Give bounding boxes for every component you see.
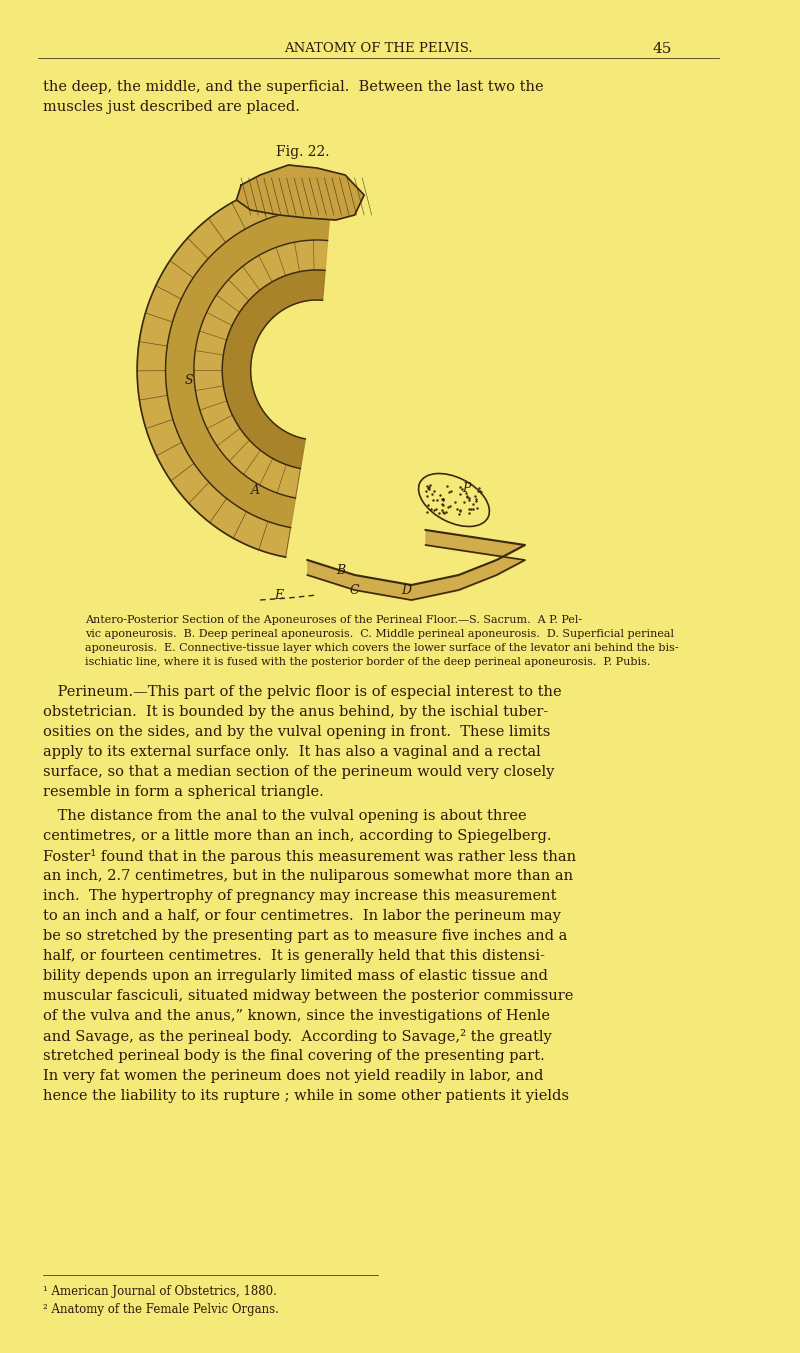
- Text: In very fat women the perineum does not yield readily in labor, and: In very fat women the perineum does not …: [42, 1069, 543, 1082]
- Text: muscles just described are placed.: muscles just described are placed.: [42, 100, 299, 114]
- Text: obstetrician.  It is bounded by the anus behind, by the ischial tuber-: obstetrician. It is bounded by the anus …: [42, 705, 548, 718]
- Text: P: P: [462, 482, 470, 494]
- Text: S: S: [185, 373, 194, 387]
- Text: 45: 45: [652, 42, 672, 55]
- Text: bility depends upon an irregularly limited mass of elastic tissue and: bility depends upon an irregularly limit…: [42, 969, 547, 984]
- Text: stretched perineal body is the final covering of the presenting part.: stretched perineal body is the final cov…: [42, 1049, 544, 1063]
- Text: and Savage, as the perineal body.  According to Savage,² the greatly: and Savage, as the perineal body. Accord…: [42, 1030, 551, 1045]
- Text: ischiatic line, where it is fused with the posterior border of the deep perineal: ischiatic line, where it is fused with t…: [85, 658, 650, 667]
- Text: inch.  The hypertrophy of pregnancy may increase this measurement: inch. The hypertrophy of pregnancy may i…: [42, 889, 556, 902]
- Polygon shape: [137, 180, 333, 557]
- Text: Perineum.—This part of the pelvic floor is of especial interest to the: Perineum.—This part of the pelvic floor …: [42, 685, 561, 700]
- Text: A: A: [251, 483, 260, 497]
- Polygon shape: [237, 165, 364, 221]
- Polygon shape: [222, 271, 325, 468]
- Text: C: C: [350, 583, 359, 597]
- Text: surface, so that a median section of the perineum would very closely: surface, so that a median section of the…: [42, 764, 554, 779]
- Text: an inch, 2.7 centimetres, but in the nuliparous somewhat more than an: an inch, 2.7 centimetres, but in the nul…: [42, 869, 573, 884]
- Text: Foster¹ found that in the parous this measurement was rather less than: Foster¹ found that in the parous this me…: [42, 848, 576, 865]
- Text: hence the liability to its rupture ; while in some other patients it yields: hence the liability to its rupture ; whi…: [42, 1089, 569, 1103]
- Text: aponeurosis.  E. Connective-tissue layer which covers the lower surface of the l: aponeurosis. E. Connective-tissue layer …: [85, 643, 678, 653]
- Text: of the vulva and the anus,” known, since the investigations of Henle: of the vulva and the anus,” known, since…: [42, 1009, 550, 1023]
- Text: vic aponeurosis.  B. Deep perineal aponeurosis.  C. Middle perineal aponeurosis.: vic aponeurosis. B. Deep perineal aponeu…: [85, 629, 674, 639]
- Text: Fig. 22.: Fig. 22.: [276, 145, 330, 160]
- Polygon shape: [166, 210, 330, 528]
- Text: be so stretched by the presenting part as to measure five inches and a: be so stretched by the presenting part a…: [42, 930, 567, 943]
- Ellipse shape: [418, 474, 490, 526]
- Polygon shape: [194, 239, 327, 498]
- Text: D: D: [402, 583, 412, 597]
- Text: B: B: [336, 563, 345, 576]
- Text: The distance from the anal to the vulval opening is about three: The distance from the anal to the vulval…: [42, 809, 526, 823]
- Text: centimetres, or a little more than an inch, according to Spiegelberg.: centimetres, or a little more than an in…: [42, 829, 551, 843]
- Text: to an inch and a half, or four centimetres.  In labor the perineum may: to an inch and a half, or four centimetr…: [42, 909, 561, 923]
- Text: ² Anatomy of the Female Pelvic Organs.: ² Anatomy of the Female Pelvic Organs.: [42, 1303, 278, 1316]
- Text: osities on the sides, and by the vulval opening in front.  These limits: osities on the sides, and by the vulval …: [42, 725, 550, 739]
- Text: muscular fasciculi, situated midway between the posterior commissure: muscular fasciculi, situated midway betw…: [42, 989, 573, 1003]
- Text: the deep, the middle, and the superficial.  Between the last two the: the deep, the middle, and the superficia…: [42, 80, 543, 93]
- Text: E: E: [274, 589, 283, 602]
- Text: ¹ American Journal of Obstetrics, 1880.: ¹ American Journal of Obstetrics, 1880.: [42, 1285, 277, 1298]
- Text: half, or fourteen centimetres.  It is generally held that this distensi-: half, or fourteen centimetres. It is gen…: [42, 948, 545, 963]
- Text: Antero-Posterior Section of the Aponeuroses of the Perineal Floor.—S. Sacrum.  A: Antero-Posterior Section of the Aponeuro…: [85, 616, 582, 625]
- Text: ANATOMY OF THE PELVIS.: ANATOMY OF THE PELVIS.: [284, 42, 473, 55]
- Text: resemble in form a spherical triangle.: resemble in form a spherical triangle.: [42, 785, 323, 800]
- Text: apply to its external surface only.  It has also a vaginal and a rectal: apply to its external surface only. It h…: [42, 746, 540, 759]
